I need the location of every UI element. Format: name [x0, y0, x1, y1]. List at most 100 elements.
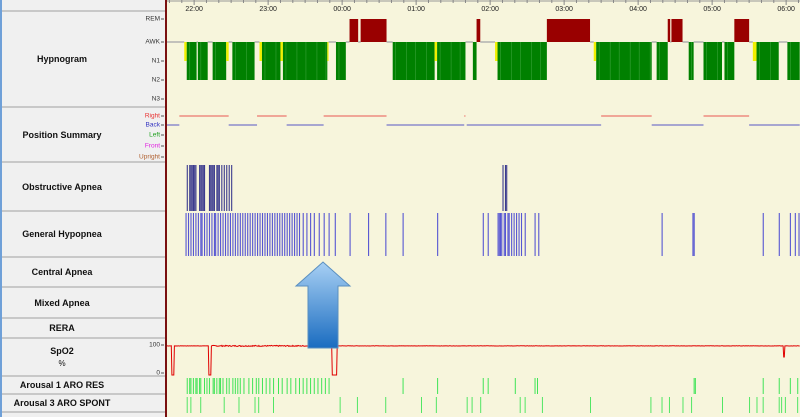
axis-front: Front [145, 143, 164, 150]
arousal-1-event [232, 378, 234, 394]
hypopnea-event [252, 213, 254, 256]
spo2-trace [167, 344, 800, 376]
obstructive-apnea-event [204, 165, 206, 211]
hypopnea-event [201, 213, 203, 256]
axis-n2: N2 [152, 77, 164, 84]
hypnogram-n1-segment [259, 42, 262, 61]
header-row [2, 0, 166, 12]
arousal-1-event [200, 378, 202, 394]
arousal-1-event [514, 378, 516, 394]
hypopnea-event [259, 213, 261, 256]
hypopnea-event [762, 213, 764, 256]
arousal-3-event [238, 397, 240, 413]
hypopnea-event [482, 213, 484, 256]
hypopnea-event [328, 213, 330, 256]
hypopnea-event [284, 213, 286, 256]
hypnogram-n2-segment [197, 42, 208, 80]
hypnogram-label: Hypnogram [36, 54, 87, 64]
axis-upright: Upright [139, 154, 164, 161]
obstructive-apnea-event [504, 165, 507, 211]
arousal-1-event [693, 378, 695, 394]
hypopnea-event [693, 213, 695, 256]
arousal-1-event [537, 378, 538, 394]
axis-right: Right [145, 113, 164, 120]
arousal-1-event [255, 378, 257, 394]
hypopnea-event [313, 213, 315, 256]
row-arousal-3[interactable]: Arousal 3 ARO SPONT [2, 395, 166, 413]
arousal-1-event [220, 378, 222, 394]
hypopnea-event [511, 213, 513, 256]
hypnogram-rem-segment [671, 19, 683, 42]
hypopnea-event [247, 213, 249, 256]
hypopnea-event [487, 213, 489, 256]
arousal-3-event [223, 397, 225, 413]
hypopnea-event [368, 213, 370, 256]
hypopnea-event [289, 213, 291, 256]
hypopnea-event [306, 213, 308, 256]
hypopnea-event [217, 213, 219, 256]
general-hypopnea-label: General Hypopnea [22, 229, 102, 239]
axis-awk: AWK [145, 39, 164, 46]
arousal-3-event [471, 397, 473, 413]
row-mixed-apnea[interactable]: Mixed Apnea [2, 288, 166, 319]
obstructive-apnea-event [208, 165, 211, 211]
row-arousal-1[interactable]: Arousal 1 ARO RES [2, 377, 166, 395]
hypopnea-event [498, 213, 500, 256]
time-axis-label: 22:00 [185, 6, 203, 13]
hypopnea-event [211, 213, 213, 256]
hypopnea-event [778, 213, 780, 256]
arousal-1-event [789, 378, 791, 394]
arousal-1-event [199, 378, 201, 394]
time-axis-label: 04:00 [629, 6, 647, 13]
hypopnea-event [185, 213, 187, 256]
panel-divider[interactable] [165, 0, 167, 417]
row-position-summary[interactable]: Position Summary Right Back Left Front U… [2, 108, 166, 163]
hypopnea-event [192, 213, 194, 256]
hypopnea-event [257, 213, 259, 256]
arousal-1-event [218, 378, 220, 394]
row-central-apnea[interactable]: Central Apnea [2, 258, 166, 288]
hypnogram-n1-segment [752, 42, 757, 61]
arousal-1-event [196, 378, 198, 394]
arousal-3-event [722, 397, 723, 413]
arousal-1-event [265, 378, 267, 394]
row-spo2[interactable]: SpO2% 100 0 [2, 339, 166, 377]
hypopnea-event [323, 213, 325, 256]
hypnogram-rem-segment [360, 19, 387, 42]
row-general-hypopnea[interactable]: General Hypopnea [2, 212, 166, 258]
hypopnea-event [520, 213, 523, 256]
arousal-1-event [195, 378, 197, 394]
axis-spo2-min: 0 [156, 370, 164, 377]
channel-label-panel: Hypnogram REM AWK N1 N2 N3 Position Summ… [0, 0, 166, 417]
arousal-1-event [226, 378, 228, 394]
signal-plot-area[interactable]: 22:00 23:00 00:00 01:00 02:00 03:00 04:00 05:00… [167, 0, 800, 417]
hypopnea-event [204, 213, 206, 256]
obstructive-apnea-event [195, 165, 197, 211]
obstructive-apnea-event [189, 165, 191, 211]
hypopnea-event [385, 213, 387, 256]
row-obstructive-apnea[interactable]: Obstructive Apnea [2, 163, 166, 212]
arousal-3-event [480, 397, 482, 413]
obstructive-apnea-event [190, 165, 192, 211]
hypopnea-event [269, 213, 271, 256]
arousal-1-event [302, 378, 304, 394]
row-rera[interactable]: RERA [2, 319, 166, 339]
hypopnea-event [227, 213, 229, 256]
hypnogram-n1-segment [327, 42, 329, 61]
arousal-1-event [290, 378, 292, 394]
hypopnea-event [507, 213, 509, 256]
hypopnea-event [220, 213, 222, 256]
arousal-1-event [248, 378, 250, 394]
hypopnea-event [187, 213, 190, 256]
arousal-1-event [286, 378, 288, 394]
hypopnea-event [213, 213, 215, 256]
hypopnea-event [244, 213, 246, 256]
arousal-1-event [204, 378, 205, 394]
hypopnea-event [261, 213, 264, 256]
arousal-3-event [691, 397, 693, 413]
hypnogram-rem-segment [734, 19, 750, 42]
row-hypnogram[interactable]: Hypnogram REM AWK N1 N2 N3 [2, 12, 166, 108]
axis-back: Back [146, 122, 164, 129]
arousal-1-label: Arousal 1 ARO RES [19, 380, 105, 390]
arousal-3-event [784, 397, 786, 413]
